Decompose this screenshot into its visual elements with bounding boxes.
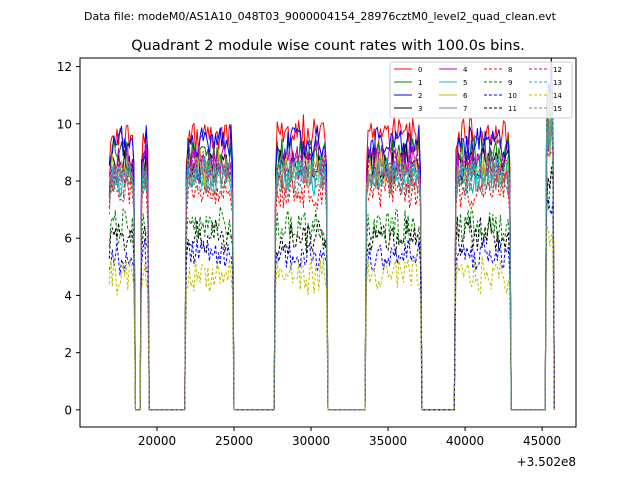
y-tick-label: 10 [57, 117, 72, 131]
plot-frame [79, 57, 577, 428]
x-offset-label: +3.502e8 [517, 455, 576, 469]
x-tick-label: 30000 [292, 434, 330, 448]
legend-label-1: 1 [418, 79, 422, 87]
legend-label-3: 3 [418, 105, 422, 113]
legend-label-13: 13 [553, 79, 562, 87]
legend-label-4: 4 [463, 66, 468, 74]
series-line-9 [108, 158, 555, 411]
legend-label-9: 9 [508, 79, 512, 87]
y-tick-label: 0 [64, 403, 72, 417]
series-line-15 [108, 101, 555, 411]
y-tick-label: 2 [64, 346, 72, 360]
legend-label-10: 10 [508, 92, 517, 100]
series-layer [108, 58, 555, 411]
legend-label-6: 6 [463, 92, 468, 100]
x-tick-label: 25000 [215, 434, 253, 448]
legend-box [389, 61, 573, 119]
series-line-11 [108, 167, 555, 411]
chart-title: Quadrant 2 module wise count rates with … [131, 38, 525, 54]
legend-label-8: 8 [508, 66, 512, 74]
y-tick-label: 12 [57, 60, 72, 74]
series-line-12 [108, 94, 555, 411]
y-tick-label: 6 [64, 232, 72, 246]
legend-label-12: 12 [553, 66, 562, 74]
y-tick-label: 4 [64, 289, 72, 303]
legend-label-0: 0 [418, 66, 422, 74]
x-tick-label: 40000 [446, 434, 484, 448]
legend-label-14: 14 [553, 92, 562, 100]
legend-label-2: 2 [418, 92, 422, 100]
x-tick-label: 35000 [369, 434, 407, 448]
x-tick-label: 20000 [138, 434, 176, 448]
y-tick-label: 8 [64, 175, 72, 189]
figure-suptitle: Data file: modeM0/AS1A10_048T03_90000041… [84, 10, 557, 23]
legend-label-15: 15 [553, 105, 562, 113]
legend-label-7: 7 [463, 105, 467, 113]
x-tick-label: 45000 [523, 434, 561, 448]
legend-label-11: 11 [508, 105, 517, 113]
legend-label-5: 5 [463, 79, 467, 87]
